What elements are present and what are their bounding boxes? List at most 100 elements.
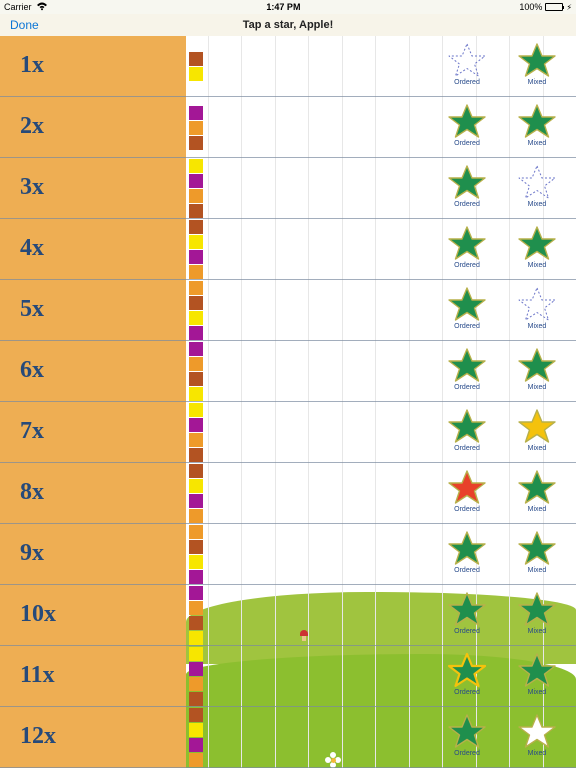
color-block (189, 708, 203, 722)
star-mixed[interactable]: Mixed (512, 591, 562, 635)
color-block (189, 448, 203, 462)
row-divider (0, 279, 576, 280)
flower-icon (325, 752, 341, 768)
table-label[interactable]: 8x (20, 479, 44, 506)
color-block (189, 464, 203, 478)
star-caption-ordered: Ordered (442, 506, 492, 513)
content: 1x Ordered Mixed 2x Ordered Mixed 3x Ordered Mix… (0, 36, 576, 768)
star-mixed[interactable]: Mixed (512, 42, 562, 86)
table-label[interactable]: 11x (20, 662, 55, 689)
star-ordered[interactable]: Ordered (442, 103, 492, 147)
star-ordered[interactable]: Ordered (442, 591, 492, 635)
color-block (189, 525, 203, 539)
color-block (189, 136, 203, 150)
star-ordered[interactable]: Ordered (442, 42, 492, 86)
star-mixed[interactable]: Mixed (512, 347, 562, 391)
color-block (189, 403, 203, 417)
page-title: Tap a star, Apple! (0, 19, 576, 31)
star-caption-ordered: Ordered (442, 628, 492, 635)
star-mixed[interactable]: Mixed (512, 469, 562, 513)
color-block (189, 662, 203, 676)
table-label[interactable]: 3x (20, 174, 44, 201)
star-ordered[interactable]: Ordered (442, 164, 492, 208)
row-divider (0, 584, 576, 585)
color-block (189, 204, 203, 218)
star-caption-mixed: Mixed (512, 201, 562, 208)
color-block (189, 540, 203, 554)
star-ordered[interactable]: Ordered (442, 408, 492, 452)
star-mixed[interactable]: Mixed (512, 713, 562, 757)
row-divider (0, 706, 576, 707)
row-stars: Ordered Mixed (442, 408, 562, 454)
row-stars: Ordered Mixed (442, 469, 562, 515)
status-time: 1:47 PM (266, 2, 300, 12)
color-block (189, 174, 203, 188)
star-mixed[interactable]: Mixed (512, 164, 562, 208)
color-block (189, 250, 203, 264)
table-label[interactable]: 4x (20, 235, 44, 262)
star-ordered[interactable]: Ordered (442, 469, 492, 513)
star-mixed[interactable]: Mixed (512, 286, 562, 330)
star-mixed[interactable]: Mixed (512, 652, 562, 696)
color-block (189, 159, 203, 173)
wifi-icon (36, 2, 48, 13)
row-stars: Ordered Mixed (442, 652, 562, 698)
left-column (0, 36, 186, 768)
star-caption-ordered: Ordered (442, 384, 492, 391)
star-ordered[interactable]: Ordered (442, 347, 492, 391)
table-label[interactable]: 12x (20, 723, 56, 750)
star-ordered[interactable]: Ordered (442, 713, 492, 757)
color-block (189, 106, 203, 120)
star-caption-ordered: Ordered (442, 262, 492, 269)
status-bar: Carrier 1:47 PM 100% ⚡︎ (0, 0, 576, 14)
color-block (189, 433, 203, 447)
color-block (189, 479, 203, 493)
row-stars: Ordered Mixed (442, 164, 562, 210)
color-block (189, 692, 203, 706)
row-stars: Ordered Mixed (442, 713, 562, 759)
table-label[interactable]: 5x (20, 296, 44, 323)
row-divider (0, 401, 576, 402)
star-caption-ordered: Ordered (442, 79, 492, 86)
color-block (189, 296, 203, 310)
star-mixed[interactable]: Mixed (512, 103, 562, 147)
done-button[interactable]: Done (0, 18, 39, 32)
table-label[interactable]: 7x (20, 418, 44, 445)
table-label[interactable]: 6x (20, 357, 44, 384)
star-caption-mixed: Mixed (512, 689, 562, 696)
table-label[interactable]: 10x (20, 601, 56, 628)
star-caption-mixed: Mixed (512, 750, 562, 757)
color-block (189, 357, 203, 371)
table-label[interactable]: 1x (20, 52, 44, 79)
color-block (189, 387, 203, 401)
star-caption-mixed: Mixed (512, 262, 562, 269)
table-label[interactable]: 9x (20, 540, 44, 567)
row-divider (0, 462, 576, 463)
row-stars: Ordered Mixed (442, 530, 562, 576)
star-caption-mixed: Mixed (512, 506, 562, 513)
row-stars: Ordered Mixed (442, 286, 562, 332)
color-block (189, 647, 203, 661)
table-label[interactable]: 2x (20, 113, 44, 140)
color-block (189, 220, 203, 234)
star-ordered[interactable]: Ordered (442, 652, 492, 696)
star-caption-mixed: Mixed (512, 384, 562, 391)
color-block (189, 265, 203, 279)
color-block (189, 326, 203, 340)
row-divider (0, 340, 576, 341)
star-caption-mixed: Mixed (512, 79, 562, 86)
color-block (189, 372, 203, 386)
star-ordered[interactable]: Ordered (442, 225, 492, 269)
charging-icon: ⚡︎ (566, 3, 572, 12)
star-mixed[interactable]: Mixed (512, 530, 562, 574)
row-stars: Ordered Mixed (442, 225, 562, 271)
row-stars: Ordered Mixed (442, 591, 562, 637)
star-mixed[interactable]: Mixed (512, 408, 562, 452)
color-block (189, 235, 203, 249)
color-block (189, 509, 203, 523)
row-divider (0, 523, 576, 524)
star-ordered[interactable]: Ordered (442, 530, 492, 574)
star-ordered[interactable]: Ordered (442, 286, 492, 330)
color-block (189, 555, 203, 569)
star-mixed[interactable]: Mixed (512, 225, 562, 269)
